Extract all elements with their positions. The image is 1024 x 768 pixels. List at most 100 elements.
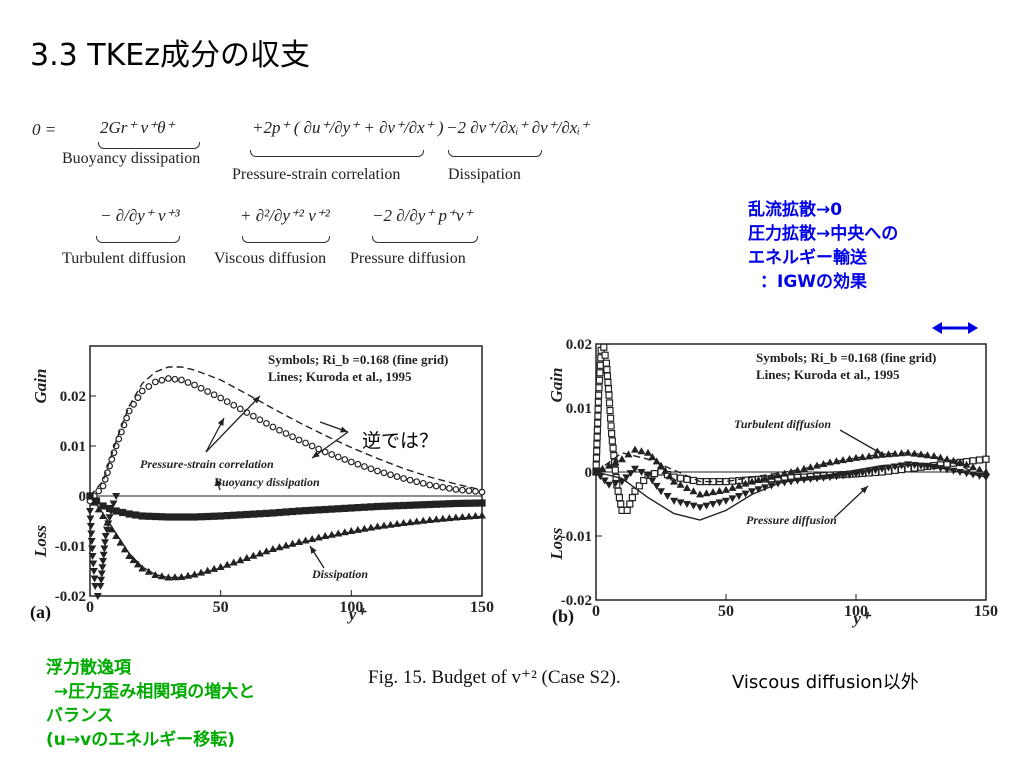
data-point	[917, 450, 925, 458]
data-point	[89, 568, 98, 575]
data-point	[101, 539, 110, 547]
data-point	[347, 458, 355, 466]
data-point	[341, 504, 349, 512]
blue-note-line: 乱流拡散→0	[748, 200, 843, 220]
data-point	[334, 505, 342, 513]
data-point	[594, 398, 602, 406]
data-point	[623, 506, 631, 514]
data-point	[605, 399, 614, 407]
data-point	[767, 472, 776, 480]
data-point	[432, 482, 440, 490]
data-point	[158, 376, 166, 384]
term-buoyancy-label: Buoyancy dissipation	[62, 150, 201, 167]
data-point	[93, 593, 102, 600]
data-point	[445, 484, 453, 492]
blue-note-line: 圧力拡散→中央への	[748, 224, 899, 244]
data-point	[614, 487, 622, 495]
data-point	[975, 465, 984, 473]
data-point	[86, 508, 94, 515]
data-point	[605, 481, 613, 489]
annotation-arrowhead	[310, 546, 317, 554]
x-tick-label: 50	[718, 603, 734, 620]
data-point	[117, 428, 125, 436]
term-pressure-strain-math: +2p⁺ ( ∂u⁺/∂y⁺ + ∂v⁺/∂x⁺ )	[252, 118, 444, 137]
data-point	[969, 457, 977, 465]
data-point	[413, 501, 421, 509]
data-point	[125, 552, 134, 559]
data-point	[86, 492, 94, 499]
data-point	[715, 499, 724, 507]
panel-label: (b)	[552, 606, 574, 627]
y-tick-label: 0.01	[566, 401, 592, 417]
data-point	[722, 497, 730, 505]
data-point	[709, 501, 717, 508]
data-point	[108, 455, 116, 463]
data-point	[89, 560, 98, 568]
data-point	[171, 513, 179, 521]
data-point	[665, 472, 674, 480]
data-point	[236, 511, 244, 519]
green-note-line: バランス	[46, 706, 114, 726]
data-point	[102, 526, 111, 534]
data-point	[380, 502, 388, 510]
data-point	[603, 366, 611, 374]
data-point	[722, 485, 730, 493]
data-point	[472, 487, 479, 495]
data-point	[97, 576, 106, 584]
data-point	[95, 487, 103, 495]
data-point	[452, 486, 460, 493]
data-point	[640, 476, 648, 485]
data-point	[787, 468, 795, 475]
equation-lhs: 0 =	[32, 120, 57, 139]
y-tick-label: -0.01	[55, 539, 86, 555]
data-point	[138, 387, 146, 395]
data-point	[728, 495, 737, 503]
data-point	[780, 469, 789, 477]
data-point	[709, 488, 717, 496]
data-point	[106, 508, 115, 515]
data-point	[445, 500, 453, 508]
data-point	[184, 379, 192, 386]
data-point	[419, 501, 427, 509]
data-point	[204, 388, 212, 395]
data-point	[696, 504, 704, 512]
green-note-line: →圧力歪み相関項の増大と	[54, 682, 256, 702]
data-point	[594, 391, 603, 399]
data-point	[97, 570, 106, 578]
y-tick-label: 0.01	[60, 439, 86, 455]
data-point	[452, 499, 460, 508]
data-point	[969, 463, 977, 471]
data-point	[380, 469, 388, 477]
data-point	[328, 505, 336, 513]
data-point	[204, 512, 212, 521]
x-tick-label: 100	[844, 603, 868, 620]
annotation-arrowhead	[215, 478, 222, 486]
data-point	[315, 506, 323, 514]
data-point	[197, 513, 205, 521]
data-point	[321, 505, 329, 514]
data-point	[936, 453, 945, 461]
data-point	[618, 455, 626, 463]
data-point	[962, 460, 971, 468]
data-point	[607, 422, 615, 430]
data-point	[608, 437, 616, 445]
data-point	[138, 512, 146, 520]
data-point	[230, 401, 238, 409]
y-tick-label: -0.02	[561, 593, 592, 609]
data-point	[171, 375, 179, 383]
y-tick-label: -0.01	[561, 529, 592, 545]
data-point	[471, 499, 480, 507]
data-point	[295, 436, 303, 444]
blue-note: 乱流拡散→0 圧力拡散→中央への エネルギー輸送 ：IGWの効果	[748, 198, 898, 294]
data-point	[400, 501, 408, 510]
data-point	[696, 490, 704, 498]
data-point	[119, 508, 127, 517]
data-point	[761, 474, 769, 482]
y-tick-label: 0.02	[566, 337, 592, 353]
data-point	[88, 553, 97, 560]
data-point	[604, 378, 612, 387]
data-point	[631, 465, 639, 473]
data-point	[982, 468, 990, 475]
data-point	[609, 444, 617, 452]
data-point	[603, 372, 612, 380]
